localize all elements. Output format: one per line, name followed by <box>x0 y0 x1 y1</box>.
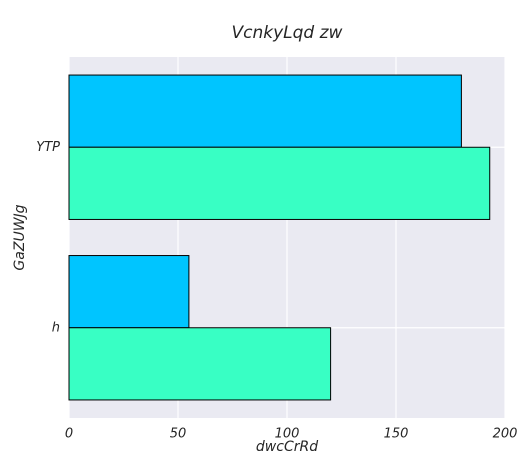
x-tick-label: 0 <box>65 427 73 442</box>
chart-title: VcnkyLqd zw <box>232 23 343 43</box>
bars-group <box>68 74 491 401</box>
bar-ytp-series-2 <box>68 146 491 220</box>
x-axis-label: dwcCrRd <box>256 439 318 455</box>
x-tick-label: 50 <box>170 427 187 442</box>
x-tick-label: 100 <box>275 427 300 442</box>
x-tick-label: 200 <box>493 427 518 442</box>
y-axis-label: GaZUWJg <box>12 204 28 270</box>
y-tick-labels: YTP h <box>36 140 60 336</box>
y-tick-label: YTP <box>36 140 60 155</box>
x-tick-label: 150 <box>384 427 409 442</box>
x-tick-labels: 0 50 100 150 200 <box>65 427 518 442</box>
bar-h-series-2 <box>68 327 332 401</box>
y-tick-label: h <box>52 320 60 335</box>
bar-h-series-1 <box>68 255 190 329</box>
bar-ytp-series-1 <box>68 74 462 148</box>
